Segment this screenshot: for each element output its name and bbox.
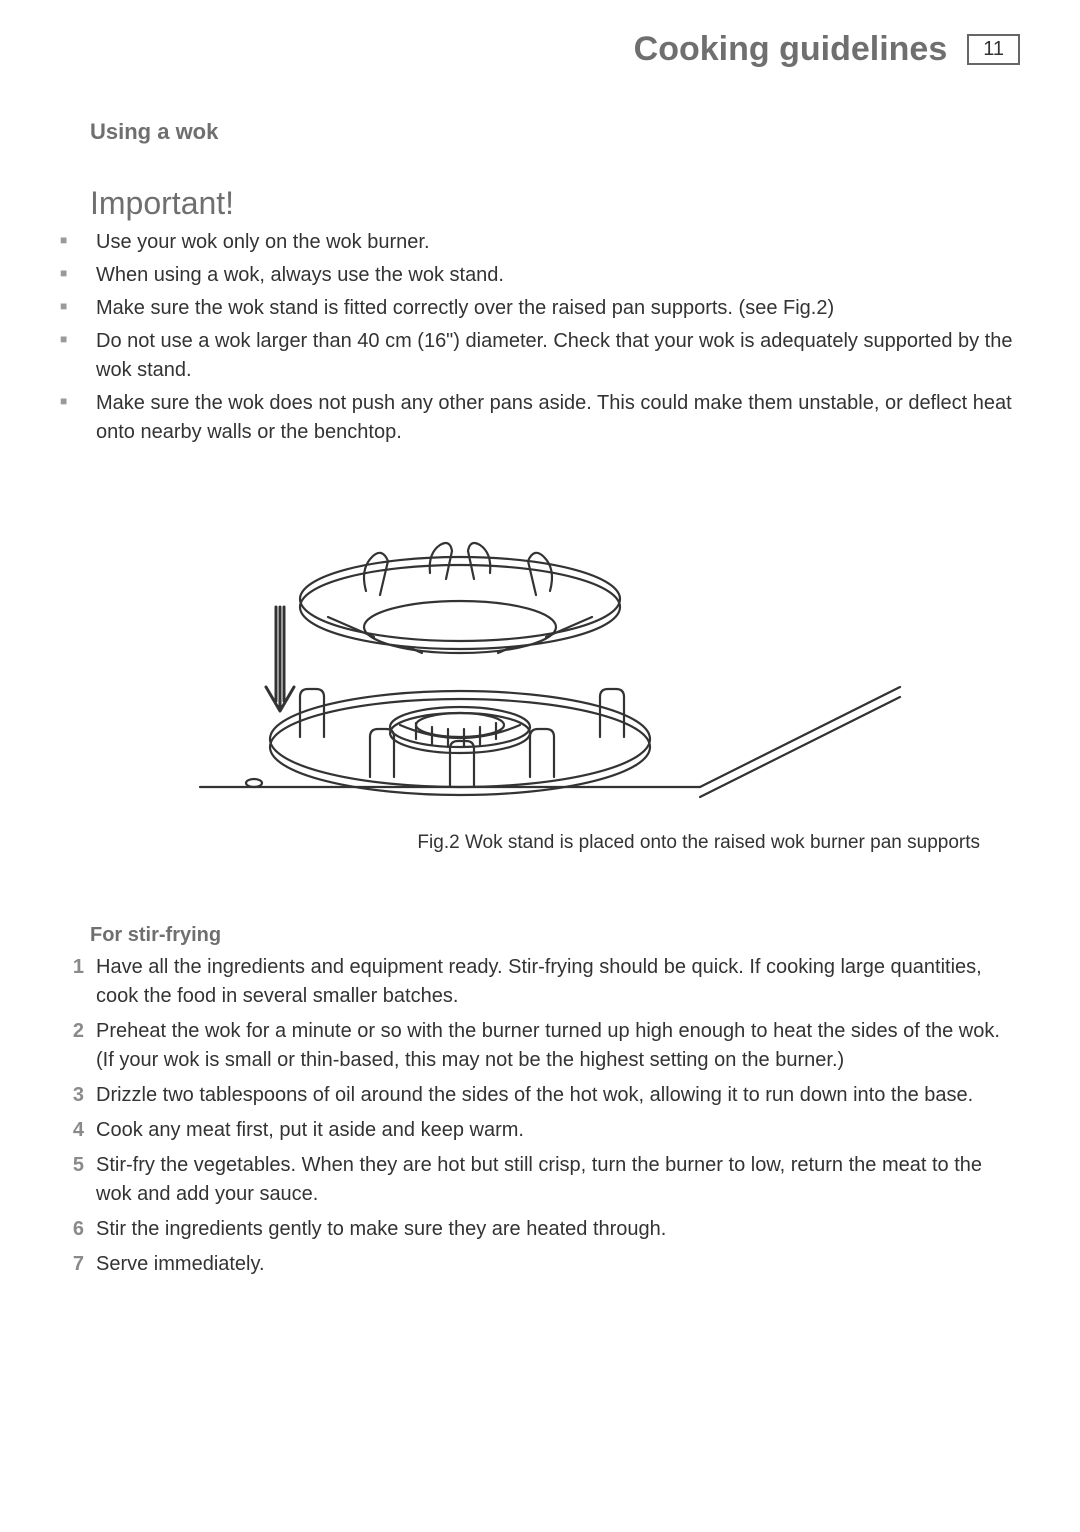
bullet-item: Make sure the wok stand is fitted correc… xyxy=(60,294,1020,323)
page-number: 11 xyxy=(967,34,1020,65)
step-text: Preheat the wok for a minute or so with … xyxy=(96,1020,1000,1071)
bullet-item: When using a wok, always use the wok sta… xyxy=(60,261,1020,290)
step-number: 4 xyxy=(60,1116,84,1145)
step-text: Drizzle two tablespoons of oil around th… xyxy=(96,1084,973,1106)
section-stir-frying: For stir-frying xyxy=(90,924,1020,947)
step-number: 6 xyxy=(60,1215,84,1244)
step-number: 3 xyxy=(60,1081,84,1110)
list-item: 4 Cook any meat first, put it aside and k… xyxy=(60,1116,1020,1145)
step-text: Stir-fry the vegetables. When they are h… xyxy=(96,1154,982,1205)
list-item: 1 Have all the ingredients and equipment … xyxy=(60,953,1020,1011)
important-bullets: Use your wok only on the wok burner. Whe… xyxy=(60,228,1020,447)
figure-wok-stand xyxy=(60,487,1020,822)
list-item: 5 Stir-fry the vegetables. When they are … xyxy=(60,1151,1020,1209)
page-header: Cooking guidelines 11 xyxy=(60,30,1020,69)
wok-stand-diagram-icon xyxy=(160,487,920,817)
figure-caption: Fig.2 Wok stand is placed onto the raise… xyxy=(60,832,980,854)
step-number: 5 xyxy=(60,1151,84,1180)
section-using-a-wok: Using a wok xyxy=(90,119,1020,145)
bullet-item: Use your wok only on the wok burner. xyxy=(60,228,1020,257)
bullet-item: Do not use a wok larger than 40 cm (16")… xyxy=(60,327,1020,385)
step-text: Serve immediately. xyxy=(96,1253,265,1275)
step-number: 2 xyxy=(60,1017,84,1046)
step-number: 1 xyxy=(60,953,84,982)
step-number: 7 xyxy=(60,1250,84,1279)
stir-frying-steps: 1 Have all the ingredients and equipment … xyxy=(60,953,1020,1279)
page: Cooking guidelines 11 Using a wok Import… xyxy=(0,0,1080,1325)
step-text: Cook any meat first, put it aside and ke… xyxy=(96,1119,524,1141)
step-text: Stir the ingredients gently to make sure… xyxy=(96,1218,666,1240)
bullet-item: Make sure the wok does not push any othe… xyxy=(60,389,1020,447)
list-item: 3 Drizzle two tablespoons of oil around t… xyxy=(60,1081,1020,1110)
header-title: Cooking guidelines xyxy=(634,30,948,69)
list-item: 2 Preheat the wok for a minute or so with… xyxy=(60,1017,1020,1075)
list-item: 6 Stir the ingredients gently to make sur… xyxy=(60,1215,1020,1244)
list-item: 7 Serve immediately. xyxy=(60,1250,1020,1279)
important-heading: Important! xyxy=(90,185,1020,222)
step-text: Have all the ingredients and equipment r… xyxy=(96,956,982,1007)
